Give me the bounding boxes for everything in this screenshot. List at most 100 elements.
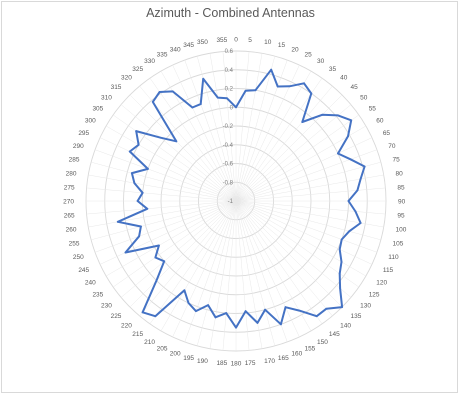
data-point xyxy=(128,150,131,153)
angle-label: 330 xyxy=(144,58,155,65)
data-point xyxy=(137,143,140,146)
angle-label: 70 xyxy=(388,143,396,150)
angle-label: 245 xyxy=(78,267,89,274)
spoke-50 xyxy=(94,200,237,253)
angle-label: 325 xyxy=(132,66,143,73)
data-point xyxy=(225,312,228,314)
data-point xyxy=(146,207,149,210)
spoke-56 xyxy=(88,174,237,202)
data-point xyxy=(340,261,343,263)
spoke-67 xyxy=(172,64,237,202)
angle-label: 225 xyxy=(111,313,122,320)
r-tick-label: 0 xyxy=(230,105,234,111)
spoke-12 xyxy=(235,125,367,202)
angle-label: 275 xyxy=(64,184,75,191)
data-point xyxy=(359,222,362,224)
spoke-23 xyxy=(235,200,373,265)
spoke-46 xyxy=(120,200,237,298)
spoke-5 xyxy=(235,64,300,202)
spoke-1 xyxy=(235,51,250,202)
spoke-70 xyxy=(209,53,237,202)
data-point xyxy=(337,114,339,117)
data-point xyxy=(207,304,209,307)
spoke-6 xyxy=(235,70,312,202)
spoke-71 xyxy=(222,51,237,202)
spoke-32 xyxy=(235,200,288,343)
angle-label: 350 xyxy=(197,39,208,46)
spoke-17 xyxy=(235,187,386,202)
data-point xyxy=(138,235,140,238)
data-point xyxy=(325,307,328,310)
data-point xyxy=(303,82,305,85)
data-point xyxy=(347,200,350,202)
spoke-40 xyxy=(184,200,237,343)
data-point xyxy=(338,248,341,251)
data-point xyxy=(116,220,119,223)
data-point xyxy=(350,119,353,122)
angle-label: 300 xyxy=(85,118,96,125)
spoke-45 xyxy=(129,200,237,308)
spoke-29 xyxy=(235,200,323,325)
spoke-47 xyxy=(112,200,237,288)
angle-label: 355 xyxy=(216,37,227,44)
angle-label: 65 xyxy=(383,130,391,137)
angle-label: 25 xyxy=(304,52,312,59)
r-tick-label: 0.2 xyxy=(225,87,234,93)
spoke-52 xyxy=(88,200,237,228)
data-point xyxy=(141,191,144,194)
angle-label: 155 xyxy=(304,345,315,352)
angle-label: 120 xyxy=(376,280,387,287)
data-point xyxy=(244,89,247,92)
data-point xyxy=(214,316,217,319)
spoke-14 xyxy=(235,149,378,202)
angle-label: 60 xyxy=(376,118,384,125)
spoke-10 xyxy=(235,104,352,202)
spoke-4 xyxy=(235,59,288,202)
spoke-59 xyxy=(99,137,237,202)
data-point xyxy=(349,158,352,161)
data-point xyxy=(136,200,139,202)
data-point xyxy=(356,189,359,192)
data-point xyxy=(202,77,205,80)
spoke-57 xyxy=(91,161,237,202)
angle-label: 115 xyxy=(383,267,394,274)
data-point xyxy=(321,113,324,116)
angle-label: 95 xyxy=(397,213,405,220)
r-tick-label: 0.6 xyxy=(225,49,234,55)
data-point xyxy=(158,91,161,93)
angle-label: 15 xyxy=(278,42,286,49)
angle-label: 140 xyxy=(340,323,351,330)
data-point xyxy=(199,103,202,105)
angle-label: 80 xyxy=(396,170,404,177)
data-point xyxy=(354,210,357,213)
data-point xyxy=(154,256,157,259)
angle-label: 0 xyxy=(234,37,238,44)
angle-label: 320 xyxy=(121,74,132,81)
angle-label: 125 xyxy=(369,291,380,298)
data-point xyxy=(216,96,219,99)
angle-label: 195 xyxy=(183,355,194,362)
data-point xyxy=(256,321,259,324)
spoke-49 xyxy=(99,200,237,265)
data-point xyxy=(183,289,186,292)
angle-label: 55 xyxy=(369,106,377,113)
angle-label: 170 xyxy=(264,358,275,365)
spoke-7 xyxy=(235,77,323,202)
spoke-22 xyxy=(235,200,378,253)
data-point xyxy=(298,309,301,312)
data-point xyxy=(337,152,339,155)
spoke-43 xyxy=(149,200,237,325)
angle-label: 90 xyxy=(398,199,406,206)
angle-label: 345 xyxy=(183,42,194,49)
spoke-44 xyxy=(139,200,237,317)
angle-label: 230 xyxy=(101,303,112,310)
angle-label: 205 xyxy=(157,345,168,352)
spoke-9 xyxy=(235,94,343,202)
spoke-15 xyxy=(235,161,381,202)
angle-label: 100 xyxy=(396,227,407,234)
angle-label: 35 xyxy=(329,66,337,73)
spoke-8 xyxy=(235,85,333,202)
r-tick-label: -0.4 xyxy=(223,143,234,149)
spoke-30 xyxy=(235,200,312,332)
